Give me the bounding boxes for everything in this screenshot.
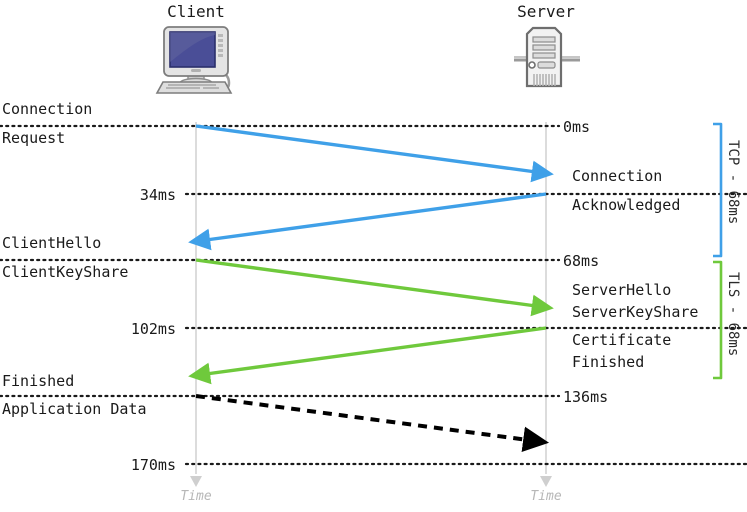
client-label-clienthello: ClientHello [2,234,102,252]
server-label-connection: Connection [572,167,663,185]
client-label-connection: Connection [2,100,93,118]
arrow-connection-request [195,124,554,183]
server-lifeline [540,122,552,487]
arrow-application-data [195,394,550,453]
client-label-finished: Finished [2,372,75,390]
server-label-certificate: Certificate [572,331,672,349]
phase-bracket-label-tcp: TCP - 68ms [725,140,741,225]
client-label-application-data: Application Data [2,400,147,418]
time-mark-34ms: 34ms [139,186,176,204]
server-time-axis-label: Time [530,489,562,504]
phase-bracket-tcp [713,122,723,258]
client-time-axis-label: Time [180,489,212,504]
time-mark-0ms: 0ms [563,118,591,136]
arrow-client-hello-key-share [195,258,554,317]
time-mark-136ms: 136ms [563,388,609,406]
time-mark-170ms: 170ms [130,456,176,474]
time-gridlines [0,124,747,466]
server-label-finished: Finished [572,353,645,371]
client-label-clientkeyshare: ClientKeyShare [2,263,129,281]
phase-bracket-label-tls: TLS - 68ms [725,272,741,357]
client-title: Client [167,2,225,21]
arrow-connection-acknowledged [188,192,547,251]
server-tower-icon [512,24,582,94]
arrow-server-hello-certificate-finished [188,326,547,385]
server-label-serverkeyshare: ServerKeyShare [572,303,699,321]
client-label-request: Request [2,129,66,147]
phase-bracket-tls [713,260,723,380]
desktop-computer-icon [155,24,237,94]
time-mark-68ms: 68ms [563,252,600,270]
client-lifeline [190,122,202,487]
server-label-serverhello: ServerHello [572,281,672,299]
time-mark-102ms: 102ms [130,320,176,338]
server-label-acknowledged: Acknowledged [572,196,681,214]
server-title: Server [517,2,575,21]
